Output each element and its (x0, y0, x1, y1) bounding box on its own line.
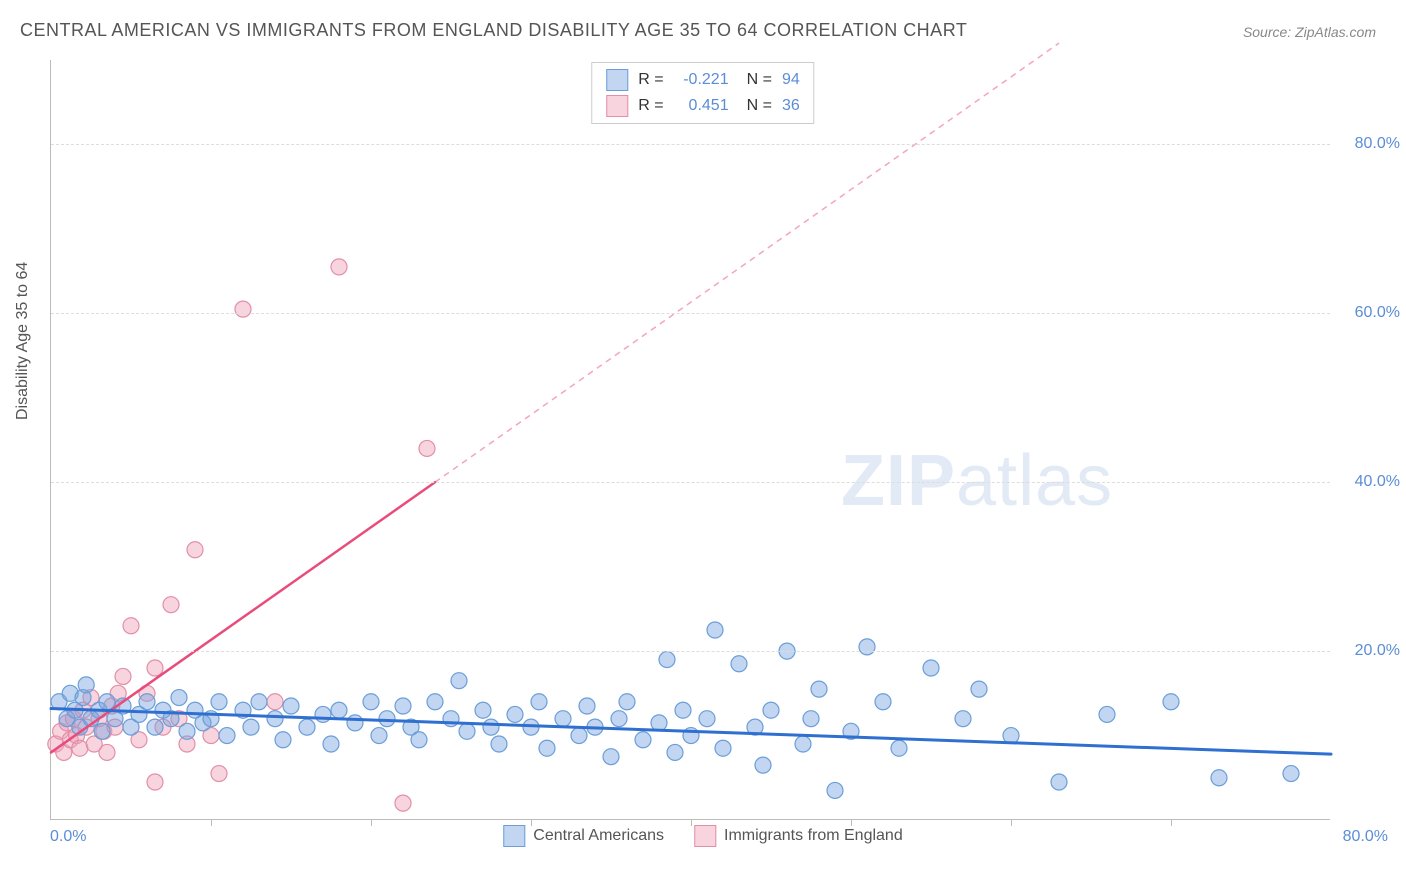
legend-swatch-bottom-1 (694, 825, 716, 847)
y-tick-label: 80.0% (1340, 135, 1400, 153)
y-tick-label: 20.0% (1340, 642, 1400, 660)
x-tick (371, 819, 372, 826)
y-tick-label: 40.0% (1340, 473, 1400, 491)
gridline-h (51, 144, 1330, 145)
chart-title: CENTRAL AMERICAN VS IMMIGRANTS FROM ENGL… (20, 20, 967, 41)
legend-swatch-bottom-0 (503, 825, 525, 847)
legend-item-series-1: Immigrants from England (694, 825, 903, 847)
legend-swatch-1 (606, 95, 628, 117)
source-attribution: Source: ZipAtlas.com (1243, 24, 1376, 40)
x-axis-end-label: 80.0% (1343, 828, 1388, 846)
x-axis-origin-label: 0.0% (50, 828, 86, 846)
legend-label-1: Immigrants from England (724, 827, 903, 845)
legend-row-series-1: R = 0.451 N = 36 (606, 93, 799, 119)
y-tick-label: 60.0% (1340, 304, 1400, 322)
legend-item-series-0: Central Americans (503, 825, 664, 847)
gridline-h (51, 482, 1330, 483)
x-tick (211, 819, 212, 826)
scatter-svg (51, 60, 1331, 820)
y-axis-label: Disability Age 35 to 64 (14, 262, 32, 420)
chart-plot-area: ZIPatlas 20.0%40.0%60.0%80.0% (50, 60, 1330, 820)
x-tick (1171, 819, 1172, 826)
x-tick (1011, 819, 1012, 826)
gridline-h (51, 651, 1330, 652)
gridline-h (51, 313, 1330, 314)
legend-row-series-0: R = -0.221 N = 94 (606, 67, 799, 93)
series-legend: Central Americans Immigrants from Englan… (503, 825, 902, 847)
legend-label-0: Central Americans (533, 827, 664, 845)
correlation-legend: R = -0.221 N = 94 R = 0.451 N = 36 (591, 62, 814, 124)
legend-swatch-0 (606, 69, 628, 91)
watermark: ZIPatlas (841, 440, 1113, 522)
